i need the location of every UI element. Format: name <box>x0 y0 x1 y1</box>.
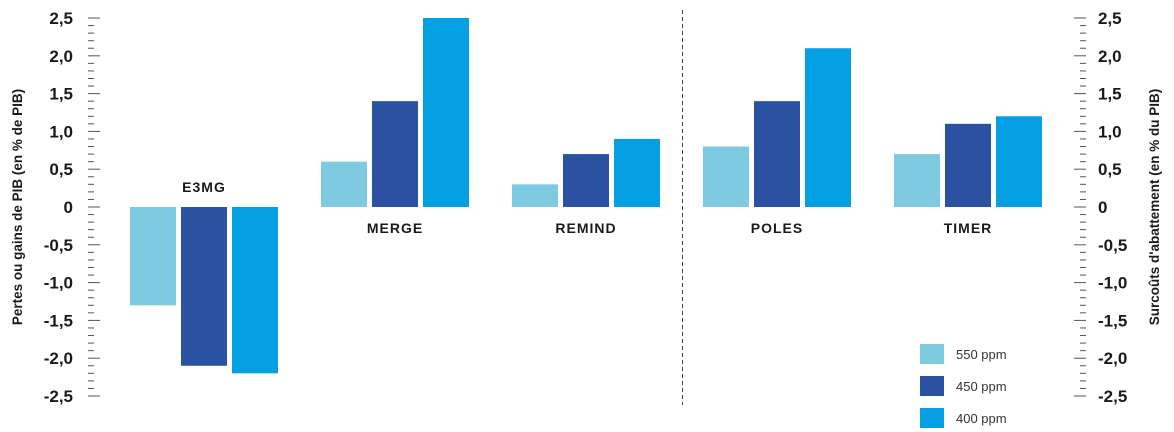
bar-poles-400-ppm <box>805 48 851 207</box>
bar-poles-550-ppm <box>703 146 749 207</box>
left-tick-label: 1,5 <box>49 85 73 104</box>
category-label: POLES <box>751 220 803 236</box>
legend: 550 ppm 450 ppm 400 ppm <box>920 344 1007 428</box>
category-label: MERGE <box>367 220 423 236</box>
bars <box>130 18 1042 374</box>
legend-swatch <box>920 376 944 396</box>
bar-merge-450-ppm <box>372 101 418 207</box>
category-label: E3MG <box>182 179 226 195</box>
right-tick-label: 1,5 <box>1098 85 1122 104</box>
bar-e3mg-550-ppm <box>130 207 176 306</box>
bar-timer-400-ppm <box>996 116 1042 207</box>
legend-label: 400 ppm <box>956 411 1007 426</box>
left-tick-label: -2,5 <box>44 387 73 406</box>
bar-timer-450-ppm <box>945 123 991 207</box>
legend-swatch <box>920 408 944 428</box>
left-tick-label: -1,5 <box>44 311 73 330</box>
right-tick-label: 2,5 <box>1098 9 1122 28</box>
left-tick-label: -1,0 <box>44 274 73 293</box>
right-tick-label: 1,0 <box>1098 122 1122 141</box>
bar-merge-400-ppm <box>423 18 469 207</box>
right-tick-label: 2,0 <box>1098 47 1122 66</box>
right-tick-label: -1,5 <box>1098 311 1127 330</box>
category-label: TIMER <box>944 220 993 236</box>
right-tick-label: -0,5 <box>1098 236 1127 255</box>
left-tick-label: 2,0 <box>49 47 73 66</box>
legend-label: 450 ppm <box>956 379 1007 394</box>
category-labels: E3MG MERGE REMIND POLES TIMER <box>182 179 993 236</box>
bar-poles-450-ppm <box>754 101 800 207</box>
bar-e3mg-450-ppm <box>181 207 227 366</box>
left-tick-label: 1,0 <box>49 122 73 141</box>
right-axis: 2,5 2,0 1,5 1,0 0,5 0 -0,5 -1,0 -1,5 -2,0 -2,5 <box>1074 9 1127 406</box>
y-axis-label-right: Surcoûts d'abattement (en % du PIB) <box>1147 89 1162 325</box>
right-tick-label: -1,0 <box>1098 274 1127 293</box>
legend-label: 550 ppm <box>956 347 1007 362</box>
left-tick-label: 2,5 <box>49 9 73 28</box>
right-tick-label: -2,0 <box>1098 349 1127 368</box>
left-tick-label: -0,5 <box>44 236 73 255</box>
category-label: REMIND <box>555 220 616 236</box>
y-axis-label-left: Pertes ou gains de PIB (en % de PIB) <box>10 89 25 325</box>
legend-swatch <box>920 344 944 364</box>
right-tick-label: 0 <box>1098 198 1107 217</box>
left-axis: 2,5 2,0 1,5 1,0 0,5 0 -0,5 -1,0 -1,5 -2,0 -2,5 <box>44 9 100 406</box>
left-tick-label: 0,5 <box>49 160 73 179</box>
right-tick-label: 0,5 <box>1098 160 1122 179</box>
right-tick-label: -2,5 <box>1098 387 1127 406</box>
left-tick-label: 0 <box>64 198 73 217</box>
bar-timer-550-ppm <box>894 154 940 207</box>
bar-e3mg-400-ppm <box>232 207 278 374</box>
bar-remind-450-ppm <box>563 154 609 207</box>
bar-remind-400-ppm <box>614 138 660 207</box>
left-tick-label: -2,0 <box>44 349 73 368</box>
bar-remind-550-ppm <box>512 184 558 207</box>
bar-merge-550-ppm <box>321 161 367 207</box>
